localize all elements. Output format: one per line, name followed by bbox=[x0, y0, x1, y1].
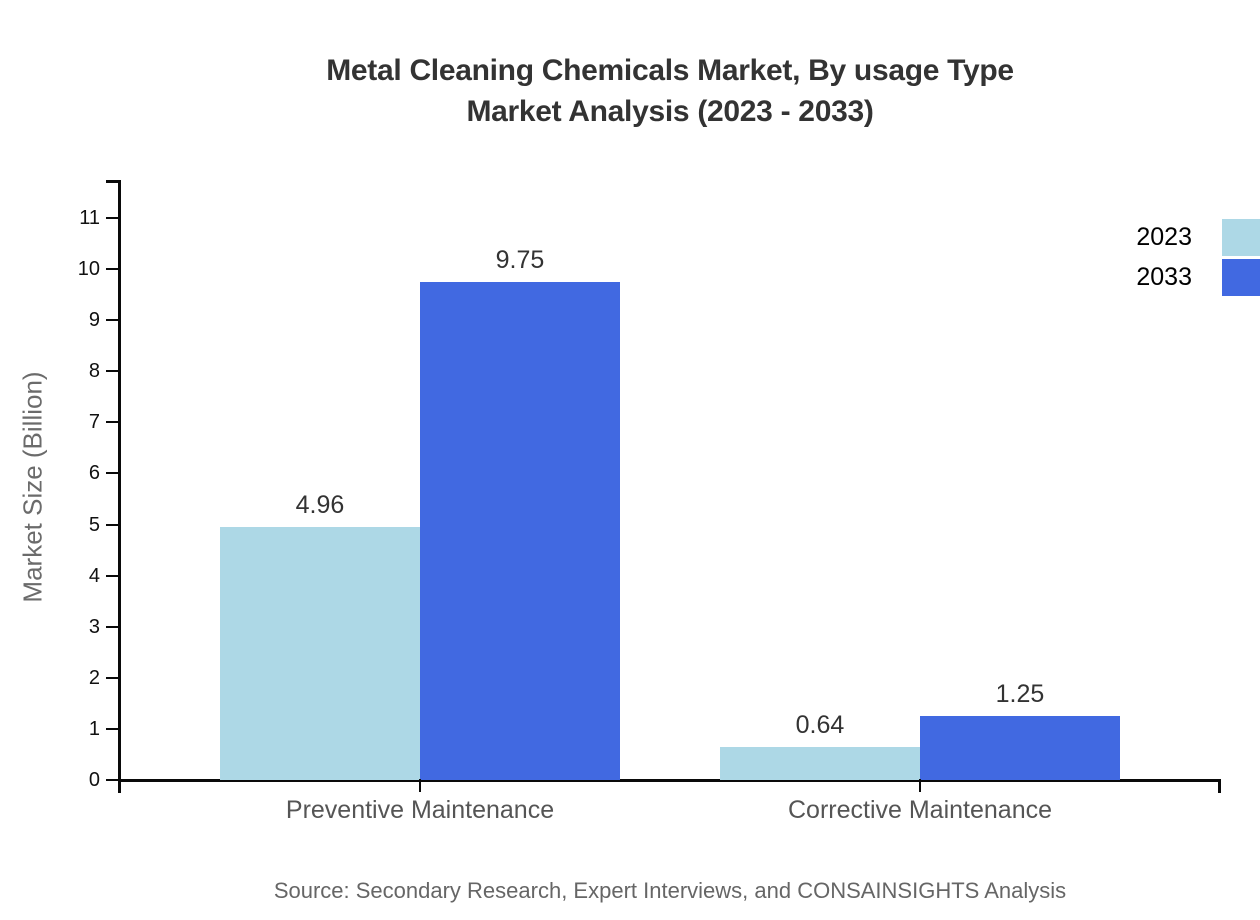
bar-2023-0 bbox=[220, 526, 420, 780]
y-axis-tick-label: 5 bbox=[88, 513, 100, 536]
y-axis-tick bbox=[106, 523, 118, 526]
y-axis-tick bbox=[106, 268, 118, 270]
y-axis-tick-label: 0 bbox=[88, 769, 100, 791]
y-axis-label: Market Size (Billion) bbox=[17, 371, 48, 603]
y-axis-tick-label: 2 bbox=[88, 666, 100, 689]
chart-title: Metal Cleaning Chemicals Market, By usag… bbox=[120, 50, 1220, 132]
legend-label-2033: 2033 bbox=[1136, 263, 1192, 291]
bar-2023-1 bbox=[720, 747, 920, 780]
y-axis-tick bbox=[106, 472, 118, 475]
y-axis-tick-label: 10 bbox=[77, 258, 100, 280]
x-axis-category-label: Corrective Maintenance bbox=[787, 796, 1052, 824]
y-axis-tick bbox=[106, 216, 118, 219]
y-axis-tick-label: 3 bbox=[88, 615, 100, 638]
y-axis-tick bbox=[106, 676, 118, 679]
y-axis-tick-label: 7 bbox=[88, 411, 100, 434]
x-axis-line bbox=[118, 779, 1221, 782]
bar-value-label: 0.64 bbox=[795, 711, 845, 740]
bar-value-label: 1.25 bbox=[995, 680, 1045, 709]
y-axis-tick bbox=[106, 779, 118, 781]
source-note: Source: Secondary Research, Expert Inter… bbox=[273, 878, 1067, 903]
y-axis-tick-label: 6 bbox=[88, 462, 100, 485]
y-axis-tick-label: 1 bbox=[88, 717, 100, 740]
y-axis-line bbox=[118, 180, 121, 783]
chart-title-line1: Metal Cleaning Chemicals Market, By usag… bbox=[326, 54, 1014, 87]
y-axis-tick bbox=[106, 625, 118, 628]
y-axis-top-cap bbox=[106, 180, 121, 183]
x-axis-category-label: Preventive Maintenance bbox=[285, 796, 555, 824]
legend-swatch-2023 bbox=[1222, 219, 1260, 256]
bar-value-label: 9.75 bbox=[495, 245, 545, 274]
y-axis-tick bbox=[106, 421, 118, 424]
legend-label-2023: 2023 bbox=[1136, 223, 1192, 251]
legend-swatch-2033 bbox=[1222, 259, 1260, 296]
chart-title-line2: Market Analysis (2023 - 2033) bbox=[466, 95, 874, 128]
x-axis-left-cap bbox=[118, 779, 121, 793]
y-axis-tick-label: 4 bbox=[88, 564, 100, 587]
y-axis-tick-label: 11 bbox=[79, 206, 100, 229]
y-axis-tick bbox=[106, 370, 118, 373]
x-axis-right-cap bbox=[1218, 779, 1221, 793]
y-axis-tick-label: 8 bbox=[88, 360, 100, 383]
y-axis-tick-label: 9 bbox=[88, 309, 100, 332]
x-axis-tick bbox=[419, 779, 421, 792]
bar-2033-1 bbox=[920, 716, 1120, 780]
bar-value-label: 4.96 bbox=[295, 490, 345, 519]
bar-2033-0 bbox=[420, 281, 620, 780]
y-axis-tick bbox=[106, 574, 118, 577]
x-axis-tick bbox=[919, 779, 921, 792]
y-axis-tick bbox=[106, 727, 118, 730]
y-axis-tick bbox=[106, 319, 118, 322]
